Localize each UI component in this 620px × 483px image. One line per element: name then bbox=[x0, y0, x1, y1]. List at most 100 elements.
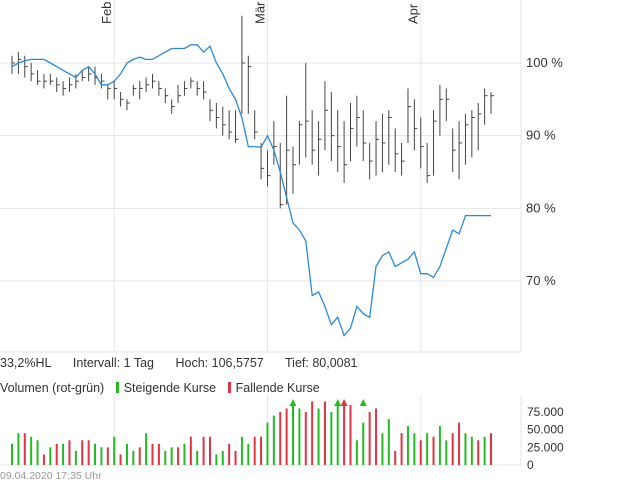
ohlc-bar bbox=[433, 110, 437, 176]
month-label: Feb bbox=[99, 2, 114, 24]
falling-volume-bar bbox=[375, 408, 378, 465]
month-label: Apr bbox=[406, 3, 421, 24]
ohlc-bar bbox=[369, 142, 373, 180]
rising-volume-bar bbox=[438, 426, 441, 465]
volume-tick-label: 75.000 bbox=[527, 405, 564, 419]
rising-volume-bar bbox=[445, 440, 448, 465]
chart-info-bar: 33,2%HL Intervall: 1 Tag Hoch: 106,5757 … bbox=[0, 356, 376, 370]
falling-volume-bar bbox=[202, 436, 205, 465]
ohlc-bar bbox=[362, 110, 367, 162]
ohlc-bar bbox=[222, 106, 226, 136]
ohlc-bar bbox=[81, 70, 86, 82]
ohlc-bar bbox=[196, 81, 201, 96]
rising-volume-bar bbox=[272, 415, 275, 465]
rising-volume-bar bbox=[266, 422, 269, 465]
rising-volume-bar bbox=[30, 436, 33, 465]
ohlc-bar bbox=[241, 15, 245, 114]
falling-volume-bar bbox=[285, 408, 288, 465]
ohlc-bar bbox=[439, 84, 443, 136]
rising-volume-bar bbox=[132, 450, 135, 465]
ohlc-bar bbox=[120, 92, 124, 107]
rising-volume-bar bbox=[406, 426, 409, 465]
ohlc-bar bbox=[49, 73, 54, 85]
rising-volume-bar bbox=[100, 447, 103, 465]
ohlc-bar bbox=[266, 150, 271, 187]
ohlc-bar bbox=[305, 63, 309, 158]
falling-volume-bar bbox=[208, 436, 211, 465]
ohlc-bar bbox=[37, 70, 41, 85]
ohlc-bar bbox=[139, 81, 143, 100]
ohlc-bar bbox=[381, 113, 386, 172]
falling-volume-bar bbox=[177, 447, 180, 465]
ohlc-bar bbox=[356, 95, 360, 147]
falling-volume-bar bbox=[458, 422, 461, 465]
rising-volume-bar bbox=[125, 443, 128, 465]
falling-volume-bar bbox=[343, 404, 346, 465]
falling-volume-bar bbox=[42, 454, 45, 465]
ohlc-bar bbox=[43, 73, 47, 89]
falling-legend-label: Fallende Kurse bbox=[235, 381, 320, 395]
ohlc-bar bbox=[343, 121, 348, 183]
rising-volume-bar bbox=[17, 433, 20, 465]
rising-volume-bar bbox=[362, 422, 365, 465]
price-tick-label: 90 % bbox=[526, 128, 556, 143]
ohlc-bar bbox=[420, 117, 424, 169]
price-grid bbox=[0, 0, 522, 353]
falling-volume-bar bbox=[234, 450, 237, 465]
month-label: Mär bbox=[252, 1, 267, 24]
month-labels: Feb Mär Apr bbox=[99, 1, 421, 24]
timestamp: 09.04.2020 17:35 Uhr bbox=[0, 470, 102, 482]
rising-volume-bar bbox=[170, 447, 173, 465]
ohlc-bar bbox=[298, 121, 303, 165]
volume-legend: Volumen (rot-grün) Steigende Kurse Falle… bbox=[0, 381, 320, 395]
ohlc-bar bbox=[68, 77, 73, 93]
ohlc-bar bbox=[24, 55, 28, 78]
ohlc-bar bbox=[260, 142, 265, 180]
falling-volume-bar bbox=[260, 436, 263, 465]
falling-volume-bar bbox=[119, 454, 122, 465]
ohlc-bar bbox=[209, 99, 213, 122]
ohlc-bar bbox=[107, 84, 111, 100]
rising-volume-bar bbox=[74, 450, 77, 465]
high-value: Hoch: 106,5757 bbox=[175, 356, 264, 370]
ohlc-bar bbox=[171, 99, 175, 114]
falling-volume-bar bbox=[304, 412, 307, 465]
falling-volume-bar bbox=[400, 433, 403, 465]
ohlc-bar bbox=[318, 121, 322, 176]
rising-volume-bar bbox=[387, 419, 390, 465]
ohlc-bar bbox=[62, 81, 67, 96]
ohlc-bar bbox=[190, 77, 194, 89]
ohlc-bar bbox=[132, 84, 137, 96]
falling-volume-bar bbox=[279, 412, 282, 465]
volume-tick-label: 0 bbox=[527, 458, 534, 472]
rising-volume-bar bbox=[247, 443, 250, 465]
rising-volume-bar bbox=[413, 433, 416, 465]
falling-volume-bar bbox=[349, 404, 352, 465]
ohlc-bar bbox=[477, 102, 482, 151]
rising-volume-bar bbox=[470, 436, 473, 465]
volume-bars bbox=[11, 401, 492, 465]
ohlc-bar bbox=[254, 110, 258, 140]
rising-volume-bar bbox=[426, 433, 429, 465]
ohlc-bar bbox=[490, 92, 494, 114]
falling-volume-bar bbox=[311, 401, 314, 465]
falling-volume-bar bbox=[55, 443, 58, 465]
ohlc-bar bbox=[11, 55, 15, 74]
price-tick-label: 100 % bbox=[526, 55, 563, 70]
rising-volume-bar bbox=[240, 436, 243, 465]
falling-volume-bar bbox=[138, 447, 141, 465]
falling-volume-bar bbox=[394, 450, 397, 465]
ohlc-bar bbox=[113, 81, 118, 100]
ohlc-bar bbox=[426, 142, 431, 183]
ohlc-bar bbox=[158, 81, 162, 96]
rising-volume-bar bbox=[11, 443, 13, 465]
volume-overflow-marker bbox=[334, 399, 342, 406]
ohlc-bar bbox=[75, 73, 79, 89]
falling-volume-bar bbox=[432, 436, 435, 465]
falling-volume-bar bbox=[253, 436, 256, 465]
rising-volume-bar bbox=[464, 433, 467, 465]
ohlc-bar bbox=[183, 81, 188, 96]
ohlc-bar bbox=[279, 142, 284, 209]
falling-volume-bar bbox=[157, 443, 160, 465]
ohlc-bar bbox=[349, 102, 354, 162]
